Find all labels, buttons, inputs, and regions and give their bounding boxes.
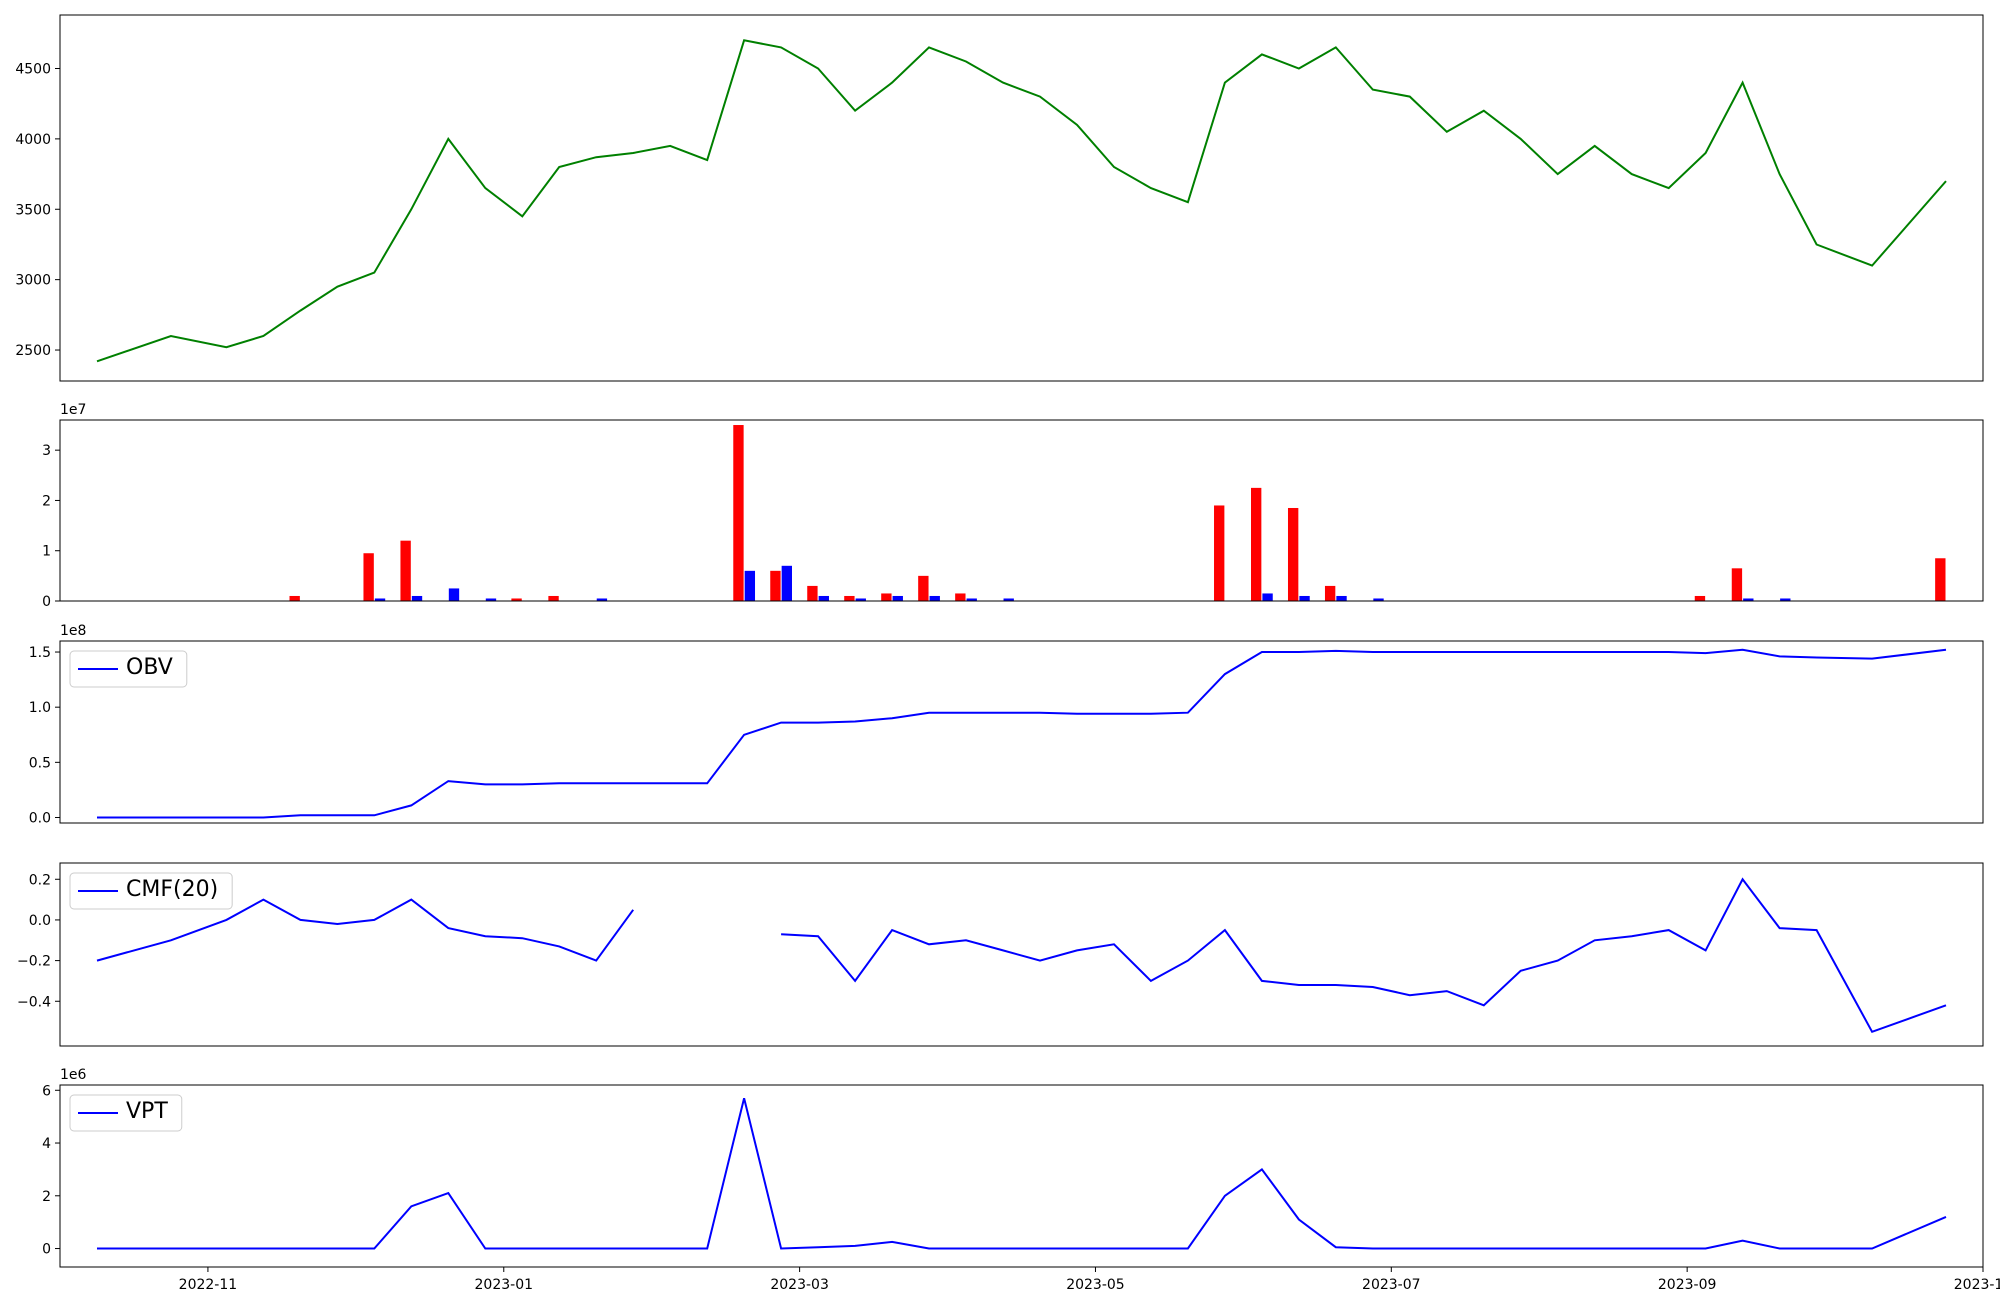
bar [966,598,977,601]
bar [448,588,460,601]
bar [1324,585,1336,601]
y-tick-label: 1 [42,544,51,560]
bar [733,425,744,601]
bar [818,595,829,601]
y-tick-label: −0.4 [17,994,51,1010]
bar [1214,505,1225,601]
y-tick-label: 4500 [15,61,51,77]
bar [744,570,756,601]
bar [1373,598,1384,601]
subplot: 2500 3000 3500 4000 4500 [15,14,1984,382]
y-tick-label: 0 [42,594,51,610]
bar [1743,598,1754,601]
axes-frame [59,862,1984,1047]
y-offset-label: 1e6 [60,1067,87,1083]
axes-frame [59,14,1984,382]
bar [374,598,386,601]
bar [781,565,792,601]
bar [881,593,892,601]
bar [548,595,559,601]
bar [918,575,929,601]
y-tick-label: −0.2 [17,954,51,970]
y-tick-label: 2 [42,1189,51,1205]
line-series [97,648,1947,819]
legend-label: CMF(20) [126,877,218,902]
y-tick-label: 2 [42,493,51,509]
x-tick-label: 2023-11 [1954,1277,2000,1293]
bar [363,553,374,601]
axes-frame [59,640,1984,824]
bar [855,598,866,601]
bar [892,595,903,601]
bar [955,593,966,601]
bar [1262,593,1273,601]
y-tick-label: 0.5 [29,755,51,771]
bar [770,570,781,601]
bar [1731,568,1743,601]
x-tick-label: 2023-03 [770,1277,829,1293]
x-tick-label: 2023-09 [1658,1277,1717,1293]
x-tick-label: 2022-11 [179,1277,238,1293]
x-tick-label: 2023-05 [1066,1277,1125,1293]
y-tick-label: 3 [42,443,51,459]
y-tick-label: 2500 [15,343,51,359]
legend-box [69,650,188,688]
bar [411,595,423,601]
legend: CMF(20) [69,872,233,910]
y-tick-label: 6 [42,1083,51,1099]
y-tick-label: 0.0 [29,810,51,826]
x-tick-label: 2023-07 [1362,1277,1421,1293]
y-offset-label: 1e7 [60,402,86,418]
legend-label: VPT [126,1099,168,1124]
bar [1336,595,1347,601]
legend: VPT [69,1094,183,1132]
line-series [96,877,1947,1034]
bar [807,585,818,601]
bar [289,595,300,601]
axes-frame [59,1084,1984,1268]
subplot: −0.4 −0.2 0.0 0.2 CMF(20) [17,862,1984,1047]
bar [596,598,608,601]
legend-box [69,1094,183,1132]
x-tick-label: 2023-01 [475,1277,534,1293]
legend-box [69,872,233,910]
legend-label: OBV [126,655,173,680]
subplot: 0 1 2 3 1e7 [42,402,1984,610]
y-tick-label: 0.2 [29,872,51,888]
line-series [96,39,1947,363]
bar [1287,507,1299,601]
y-tick-label: 3000 [15,273,51,289]
bar [1299,595,1310,601]
legend: OBV [69,650,188,688]
y-tick-label: 3500 [15,202,51,218]
y-tick-label: 0.0 [29,913,51,929]
bar [1003,598,1014,601]
y-tick-label: 4000 [15,132,51,148]
y-tick-label: 0 [42,1242,51,1258]
y-tick-label: 4 [42,1136,51,1152]
bar [485,598,497,601]
y-tick-label: 1.5 [29,645,51,661]
axes-frame [59,419,1984,602]
bar [1935,558,1946,601]
bar [1780,598,1791,601]
bar [400,540,411,601]
line-series [97,1097,1947,1250]
y-tick-label: 1.0 [29,700,51,716]
bar [511,598,522,601]
bar [1251,487,1262,601]
bar [1694,595,1706,601]
bar [929,595,940,601]
subplot: 0 2 4 6 1e6 2022-11 2023-01 2023-03 2023-05 2023-… [42,1067,2000,1293]
subplot: 0.0 0.5 1.0 1.5 1e8 OBV [29,623,1984,826]
bar [844,595,855,601]
y-offset-label: 1e8 [60,623,86,639]
